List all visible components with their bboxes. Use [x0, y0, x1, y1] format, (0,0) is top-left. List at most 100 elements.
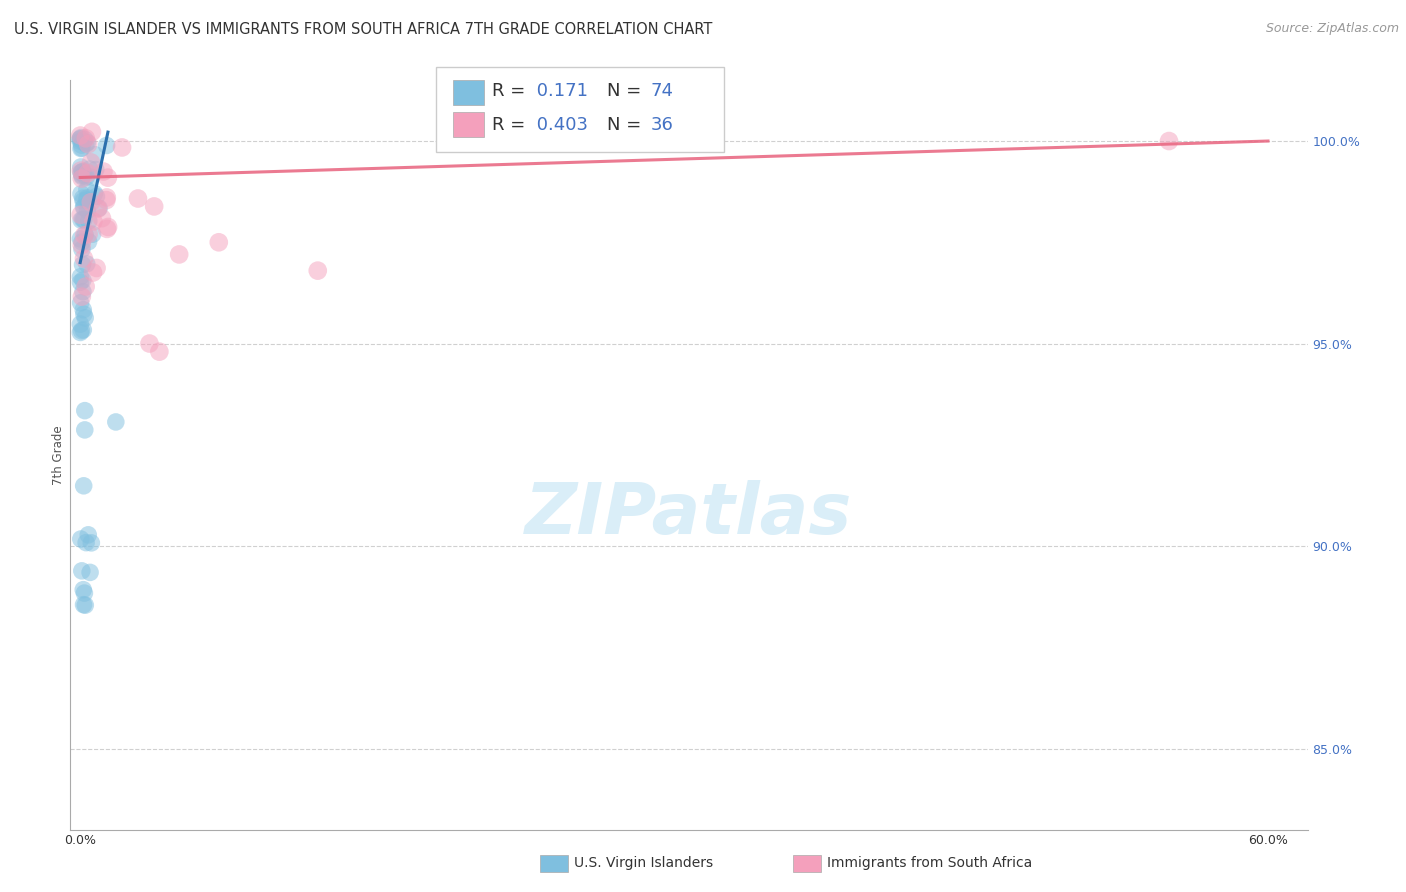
Text: R =: R = — [492, 82, 531, 100]
Point — [1157, 134, 1180, 148]
Text: 0.171: 0.171 — [531, 82, 589, 100]
Point — [82, 265, 104, 279]
Point — [93, 164, 115, 178]
Text: N =: N = — [607, 82, 647, 100]
Point — [69, 132, 91, 146]
Point — [73, 228, 96, 243]
Point — [72, 273, 94, 287]
Text: 74: 74 — [651, 82, 673, 100]
Point — [75, 136, 97, 151]
Point — [97, 219, 120, 234]
Point — [76, 191, 98, 205]
Point — [77, 227, 100, 241]
Point — [72, 194, 94, 208]
Point — [73, 252, 96, 266]
Point — [75, 535, 97, 549]
Point — [70, 169, 93, 184]
Point — [73, 227, 96, 242]
Point — [76, 203, 98, 218]
Point — [69, 269, 91, 284]
Point — [72, 200, 94, 214]
Point — [96, 222, 118, 236]
Point — [77, 137, 100, 152]
Text: U.S. Virgin Islanders: U.S. Virgin Islanders — [574, 856, 713, 871]
Text: U.S. VIRGIN ISLANDER VS IMMIGRANTS FROM SOUTH AFRICA 7TH GRADE CORRELATION CHART: U.S. VIRGIN ISLANDER VS IMMIGRANTS FROM … — [14, 22, 713, 37]
Point — [69, 208, 91, 222]
Point — [80, 536, 103, 550]
Point — [79, 566, 101, 580]
Point — [70, 324, 93, 338]
Point — [75, 279, 97, 293]
Point — [76, 136, 98, 150]
Text: ZIPatlas: ZIPatlas — [526, 481, 852, 549]
Point — [70, 238, 93, 252]
Point — [80, 155, 103, 169]
Point — [80, 170, 103, 185]
Point — [70, 290, 93, 304]
Point — [77, 235, 100, 249]
Point — [69, 134, 91, 148]
Point — [80, 125, 103, 139]
Point — [72, 258, 94, 272]
Point — [72, 135, 94, 149]
Point — [70, 171, 93, 186]
Point — [72, 285, 94, 299]
Point — [73, 403, 96, 417]
Point — [69, 160, 91, 174]
Point — [77, 528, 100, 542]
Point — [127, 192, 149, 206]
Point — [82, 227, 104, 242]
Point — [138, 336, 160, 351]
Point — [70, 165, 93, 179]
Point — [86, 189, 108, 203]
Point — [83, 186, 105, 201]
Point — [73, 307, 96, 321]
Point — [76, 193, 98, 207]
Point — [76, 166, 98, 180]
Point — [70, 186, 93, 201]
Point — [96, 193, 118, 207]
Point — [86, 260, 108, 275]
Point — [70, 169, 93, 183]
Point — [87, 201, 110, 215]
Point — [143, 199, 166, 213]
Point — [79, 161, 101, 176]
Point — [69, 275, 91, 289]
Point — [72, 582, 94, 597]
Point — [70, 130, 93, 145]
Point — [69, 326, 91, 340]
Point — [72, 191, 94, 205]
Point — [73, 586, 96, 600]
Point — [70, 141, 93, 155]
Point — [69, 295, 91, 310]
Point — [208, 235, 231, 250]
Text: 36: 36 — [651, 116, 673, 134]
Point — [75, 310, 97, 325]
Point — [96, 138, 118, 153]
Point — [69, 128, 91, 143]
Point — [91, 211, 114, 226]
Point — [76, 183, 98, 197]
Point — [167, 247, 190, 261]
Point — [70, 235, 93, 249]
Point — [77, 214, 100, 228]
Text: Immigrants from South Africa: Immigrants from South Africa — [827, 856, 1032, 871]
Point — [75, 131, 97, 145]
Point — [73, 168, 96, 182]
Point — [73, 132, 96, 146]
Point — [111, 140, 134, 154]
Point — [69, 532, 91, 546]
Point — [72, 164, 94, 178]
Point — [82, 214, 104, 228]
Point — [148, 344, 170, 359]
Point — [96, 190, 118, 204]
Text: Source: ZipAtlas.com: Source: ZipAtlas.com — [1265, 22, 1399, 36]
Point — [104, 415, 127, 429]
Point — [73, 423, 96, 437]
Point — [70, 142, 93, 156]
Point — [84, 147, 107, 161]
Point — [76, 257, 98, 271]
Point — [75, 598, 97, 612]
Point — [69, 317, 91, 331]
Point — [87, 202, 110, 216]
